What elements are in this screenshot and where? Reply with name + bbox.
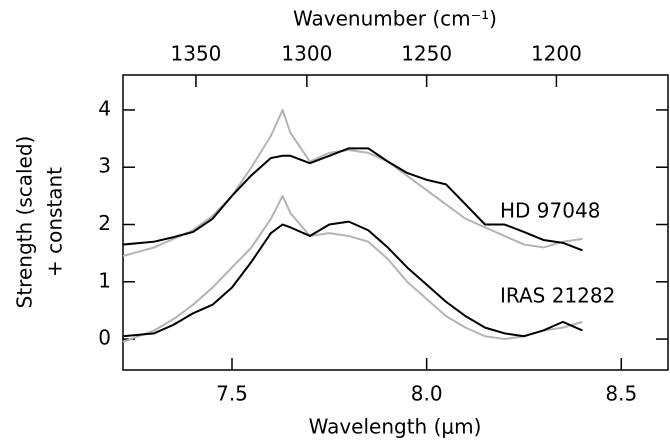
x2-tick-label: 1300 xyxy=(281,42,332,66)
y-tick-label: 2 xyxy=(98,211,111,235)
spectrum-line xyxy=(122,220,583,338)
x2-tick-label: 1200 xyxy=(531,42,582,66)
y-tick-label: 0 xyxy=(98,326,111,350)
x2-tick-label: 1250 xyxy=(401,42,452,66)
annotation: HD 97048 xyxy=(500,199,600,223)
x2-tick-label: 1350 xyxy=(171,42,222,66)
spectrum-line xyxy=(122,108,583,257)
y-tick-label: 1 xyxy=(98,268,111,292)
x2-axis-label: Wavenumber (cm⁻¹) xyxy=(293,7,497,31)
spectrum-line xyxy=(122,194,583,343)
plot-frame xyxy=(122,74,669,371)
spectrum-line xyxy=(122,147,583,252)
annotation: IRAS 21282 xyxy=(500,284,615,308)
y-tick-label: 3 xyxy=(98,154,111,178)
x-tick-label: 8.5 xyxy=(605,382,637,406)
y-axis-label: Strength (scaled) xyxy=(13,136,37,309)
y-axis-label: + constant xyxy=(43,167,67,277)
x-tick-label: 8.0 xyxy=(411,382,443,406)
y-tick-label: 4 xyxy=(98,96,111,120)
x-tick-label: 7.5 xyxy=(216,382,248,406)
x-axis-label: Wavelength (μm) xyxy=(309,415,482,439)
